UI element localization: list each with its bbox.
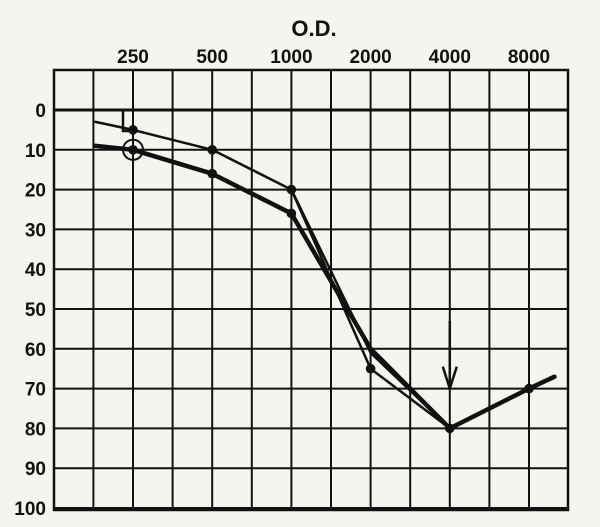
data-point (207, 145, 217, 155)
plot-frame (52, 68, 570, 512)
x-tick-label: 500 (196, 47, 228, 68)
y-tick-label: 40 (25, 260, 46, 281)
data-point (207, 168, 217, 179)
y-tick-label: 100 (14, 499, 46, 520)
x-tick-labels: 250 500 1000 2000 4000 8000 (117, 47, 550, 68)
x-tick-label: 250 (117, 47, 149, 68)
y-tick-label: 80 (25, 419, 46, 440)
x-tick-label: 1000 (270, 47, 312, 68)
bracket-marker (121, 108, 133, 133)
y-tick-label: 50 (25, 300, 46, 321)
y-tick-label: 30 (25, 220, 46, 241)
x-tick-label: 4000 (429, 47, 471, 68)
chart-title: O.D. (291, 16, 336, 41)
down-arrow-icon (441, 366, 458, 393)
series-line-1 (94, 120, 452, 430)
data-point (365, 363, 376, 374)
grid (52, 68, 570, 512)
x-tick-label: 8000 (508, 47, 550, 68)
x-tick-label: 2000 (349, 47, 391, 68)
series-layer (93, 120, 557, 434)
data-point (286, 208, 297, 219)
y-tick-label: 20 (25, 181, 46, 202)
annotations-layer (121, 108, 458, 393)
y-tick-label: 90 (25, 459, 46, 480)
y-tick-label: 70 (25, 380, 46, 401)
y-tick-labels: 0 10 20 30 40 50 60 70 80 90 100 (14, 101, 46, 520)
series-line-2 (93, 143, 557, 431)
data-point (128, 145, 138, 155)
y-tick-label: 0 (35, 101, 46, 122)
y-tick-label: 10 (25, 141, 46, 162)
circle-marker (122, 138, 144, 161)
data-point (524, 383, 534, 394)
y-tick-label: 60 (25, 340, 46, 361)
